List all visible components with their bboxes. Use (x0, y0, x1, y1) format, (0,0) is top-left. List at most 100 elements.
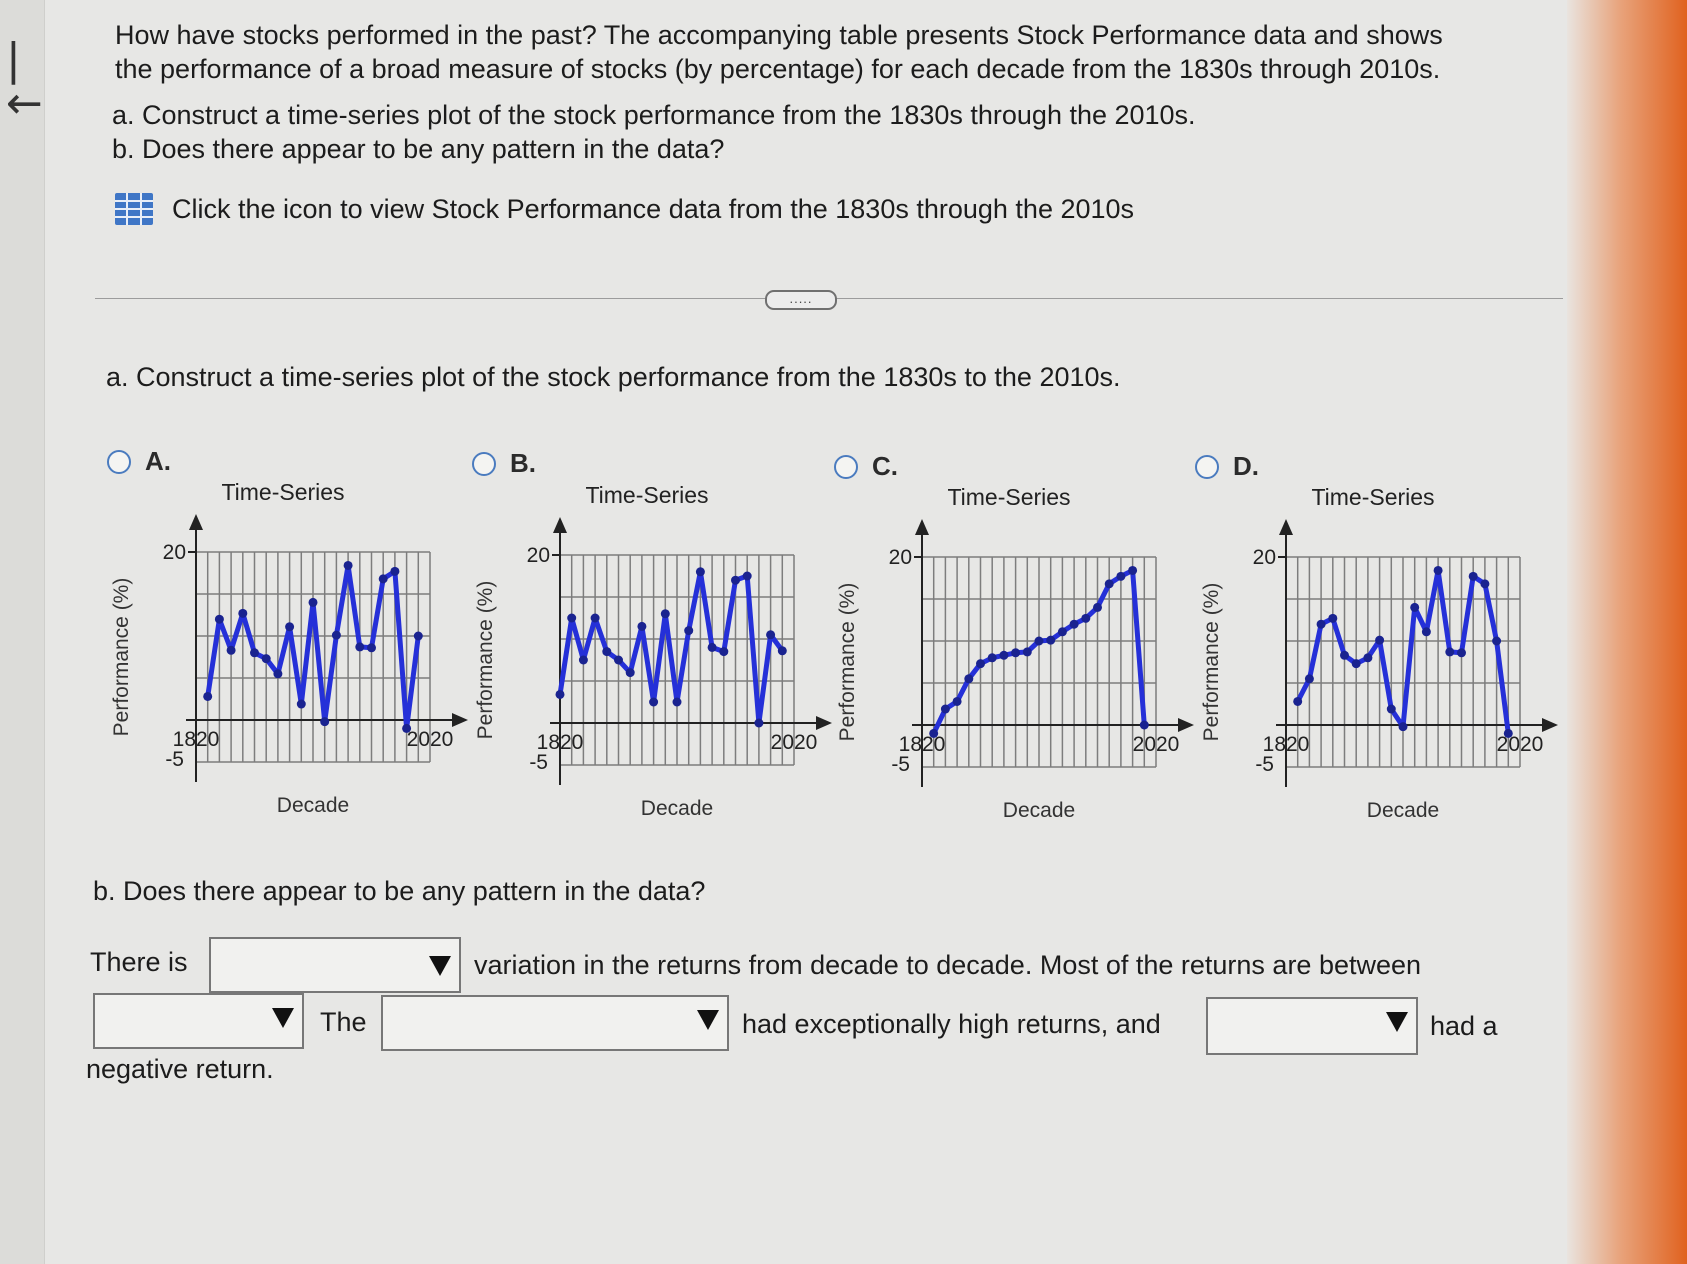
data-point (695, 567, 705, 577)
table-grid-icon[interactable] (114, 192, 154, 226)
data-point (976, 659, 985, 669)
sentence-negative-return: negative return. (86, 1054, 274, 1084)
data-point (590, 613, 600, 623)
y-axis-label: Performance (%) (836, 583, 859, 742)
option-a[interactable]: A. (107, 446, 171, 477)
y-axis-arrow-icon (1279, 519, 1293, 535)
sentence-the: The (320, 1007, 367, 1037)
data-point (1363, 653, 1373, 663)
data-point (261, 654, 271, 664)
data-point (567, 613, 577, 623)
x-axis-label: Decade (1367, 799, 1439, 822)
data-point (320, 717, 330, 727)
negative-return-dropdown[interactable] (1206, 997, 1418, 1055)
data-point (1457, 648, 1466, 658)
option-c[interactable]: C. (834, 451, 898, 482)
option-b[interactable]: B. (472, 448, 536, 479)
y-tick-label: 20 (1253, 546, 1276, 569)
data-point (296, 699, 306, 709)
background-edge (1567, 0, 1687, 1264)
x-tick-label: 2020 (771, 731, 818, 754)
range-dropdown[interactable] (93, 993, 304, 1049)
data-point (660, 609, 670, 619)
y-tick-label: -5 (529, 751, 548, 774)
sentence-variation: variation in the returns from decade to … (474, 950, 1422, 980)
data-point (1139, 720, 1149, 730)
data-point (1011, 648, 1021, 658)
data-point (355, 642, 365, 652)
dropdown-arrow-icon[interactable] (429, 956, 451, 976)
high-returns-dropdown[interactable] (381, 995, 729, 1051)
data-point (1480, 579, 1490, 589)
part-b-intro: b. Does there appear to be any pattern i… (112, 134, 725, 164)
chart-title: Time-Series (1311, 484, 1434, 510)
x-axis-arrow-icon (816, 716, 832, 730)
data-point (1375, 635, 1385, 645)
variation-dropdown[interactable] (209, 937, 461, 993)
data-point (1503, 728, 1513, 738)
x-tick-label: 1820 (173, 728, 220, 751)
option-d[interactable]: D. (1195, 451, 1259, 482)
dropdown-arrow-icon[interactable] (1386, 1012, 1408, 1032)
data-point (987, 653, 997, 663)
y-tick-label: 20 (163, 541, 186, 564)
data-point (940, 704, 950, 714)
sentence-high-returns: had exceptionally high returns, and (742, 1009, 1161, 1039)
option-b-label: B. (510, 448, 536, 478)
data-point (285, 622, 295, 632)
question-text-line-2: the performance of a broad measure of st… (115, 54, 1441, 84)
data-table-link[interactable]: Click the icon to view Stock Performance… (114, 192, 1134, 226)
data-point (1492, 636, 1502, 646)
y-axis-label: Performance (%) (110, 578, 133, 737)
data-point (1046, 635, 1056, 645)
x-axis-label: Decade (641, 797, 713, 820)
data-point (413, 631, 423, 641)
data-point (238, 608, 248, 618)
sentence-there-is: There is (90, 947, 188, 977)
dropdown-arrow-icon[interactable] (272, 1008, 294, 1028)
y-axis-arrow-icon (915, 519, 929, 535)
radio-option-b[interactable] (472, 451, 496, 476)
data-point (343, 560, 353, 570)
option-a-label: A. (145, 446, 171, 476)
x-tick-label: 2020 (1133, 733, 1180, 756)
radio-option-c[interactable] (834, 454, 858, 479)
left-nav-strip: |← (0, 0, 45, 1264)
data-link-text[interactable]: Click the icon to view Stock Performance… (172, 193, 1135, 224)
data-point (1304, 674, 1314, 684)
data-point (1421, 627, 1431, 637)
x-axis-label: Decade (277, 794, 349, 817)
data-point (331, 630, 341, 640)
sentence-had-a: had a (1430, 1011, 1498, 1041)
radio-option-a[interactable] (107, 449, 131, 474)
data-point (555, 689, 565, 699)
data-point (1433, 565, 1443, 575)
data-point (367, 643, 376, 653)
part-b-question: b. Does there appear to be any pattern i… (93, 876, 706, 906)
y-axis-arrow-icon (189, 514, 203, 530)
x-axis-label: Decade (1003, 799, 1075, 822)
question-text-line-1: How have stocks performed in the past? T… (115, 20, 1443, 50)
y-tick-label: -5 (891, 753, 910, 776)
data-point (637, 621, 647, 631)
y-tick-label: 20 (527, 544, 550, 567)
data-point (1445, 647, 1455, 657)
option-d-label: D. (1233, 451, 1259, 481)
data-point (578, 655, 588, 665)
x-tick-label: 2020 (407, 728, 454, 751)
data-point (1081, 613, 1091, 623)
data-point (308, 597, 318, 607)
data-point (1116, 571, 1126, 581)
radio-option-d[interactable] (1195, 454, 1219, 479)
x-axis-arrow-icon (1178, 718, 1194, 732)
first-page-arrow-icon[interactable]: |← (6, 34, 43, 129)
data-point (1410, 602, 1420, 612)
data-point (1328, 613, 1338, 623)
data-point (777, 646, 787, 656)
data-point (602, 647, 612, 657)
dropdown-arrow-icon[interactable] (697, 1010, 719, 1030)
expand-button[interactable]: ..... (765, 290, 837, 310)
